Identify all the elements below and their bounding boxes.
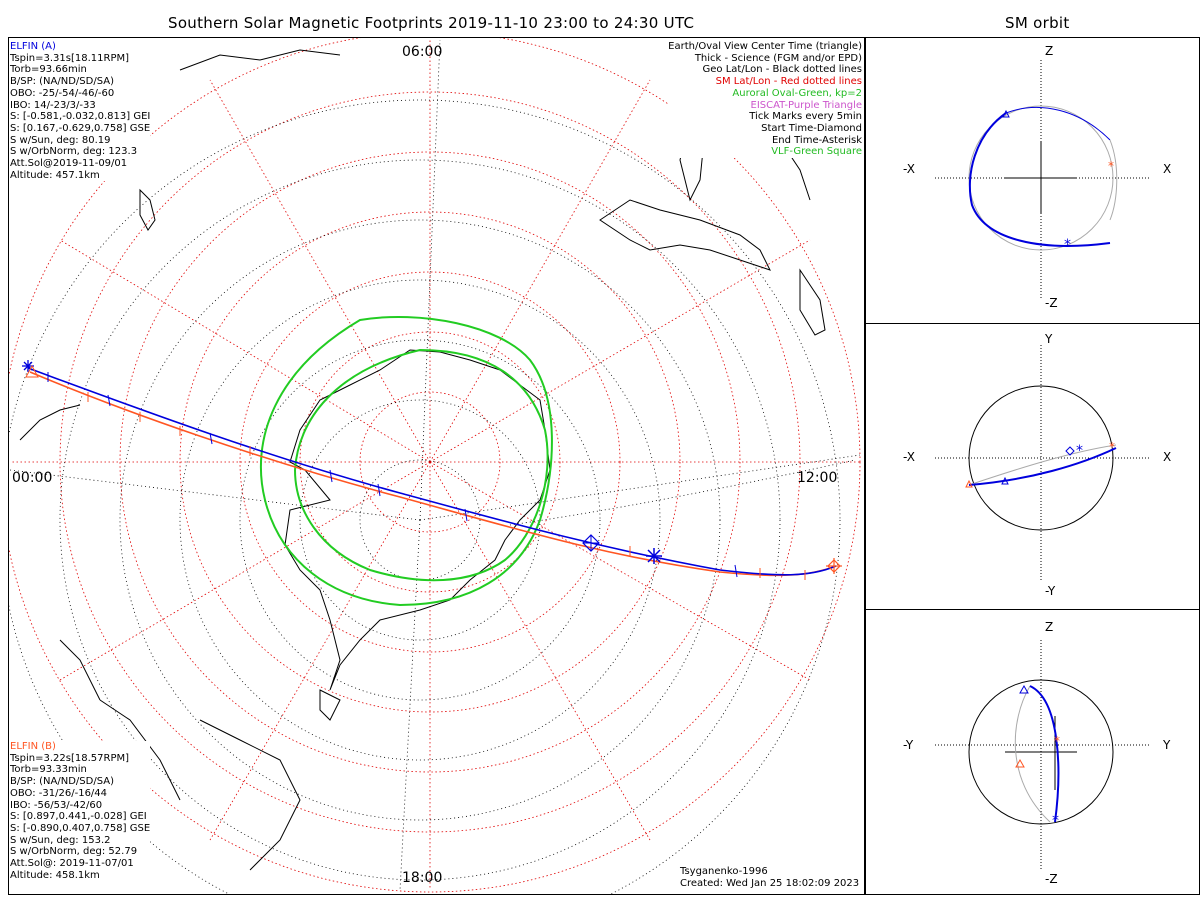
orbit1-top-label: Z: [1045, 44, 1054, 58]
legend-item: Tick Marks every 5min: [749, 111, 862, 123]
legend-item: SM Lat/Lon - Red dotted lines: [715, 76, 862, 88]
elfin-b-track: [29, 371, 837, 577]
map-label-bottom: 18:00: [402, 870, 443, 886]
elfin-a-line: Tspin=3.31s[18.11RPM]: [10, 52, 130, 64]
elfin-a-track: [27, 367, 837, 576]
legend-item: Geo Lat/Lon - Black dotted lines: [702, 64, 862, 76]
elfin-b-info: ELFIN (B) Tspin=3.22s[18.57RPM] Torb=93.…: [10, 741, 151, 882]
svg-text:*: *: [1108, 159, 1114, 173]
elfin-b-line: OBO: -31/26/-16/44: [10, 787, 108, 799]
elfin-b-line: S w/OrbNorm, deg: 52.79: [10, 846, 138, 858]
orbit1-bottom-label: -Z: [1045, 296, 1058, 310]
elfin-b-line: Torb=93.33min: [10, 764, 87, 776]
auroral-oval: [259, 315, 553, 607]
elfin-b-name: ELFIN (B): [10, 741, 56, 752]
elfin-a-name: ELFIN (A): [10, 41, 56, 52]
svg-text:*: *: [1076, 443, 1083, 459]
orbit-yz: * *: [935, 640, 1150, 870]
legend-item: EISCAT-Purple Triangle: [750, 99, 863, 111]
plot-title: Southern Solar Magnetic Footprints 2019-…: [168, 14, 695, 32]
svg-text:*: *: [1109, 440, 1115, 454]
map-label-top: 06:00: [402, 44, 443, 60]
svg-text:*: *: [1054, 734, 1060, 748]
elfin-a-line: Att.Sol@2019-11-09/01: [10, 158, 128, 170]
orbit3-left-label: -Y: [903, 738, 914, 752]
elfin-b-line: S: [0.897,0.441,-0.028] GEI: [10, 811, 147, 823]
elfin-b-end: [826, 558, 842, 574]
orbit3-top-label: Z: [1045, 620, 1054, 634]
sm-longitude-lines: [12, 40, 860, 890]
elfin-b-line: Altitude: 458.1km: [10, 869, 100, 881]
legend-item: End Time-Asterisk: [771, 134, 862, 146]
track-tick-marks: [47, 372, 738, 578]
orbit2-bottom-label: -Y: [1045, 584, 1056, 598]
model-name: Tsyganenko-1996: [680, 866, 768, 877]
orbit2-top-label: Y: [1045, 332, 1053, 346]
orbit1-left-label: -X: [903, 162, 915, 176]
svg-text:*: *: [1064, 237, 1071, 253]
elfin-a-info: ELFIN (A) Tspin=3.31s[18.11RPM] Torb=93.…: [10, 41, 151, 182]
orbit-xy: * *: [935, 345, 1150, 580]
legend-item: VLF-Green Square: [771, 146, 862, 158]
sm-latitude-circles: [9, 38, 861, 893]
elfin-a-line: S w/OrbNorm, deg: 123.3: [10, 146, 138, 158]
orbit3-bottom-label: -Z: [1045, 872, 1058, 886]
svg-text:*: *: [1052, 813, 1059, 829]
elfin-a-line: Altitude: 457.1km: [10, 169, 100, 181]
elfin-a-line: IBO: 14/-23/3/-33: [10, 99, 96, 111]
elfin-b-line: S: [-0.890,0.407,0.758] GSE: [10, 822, 151, 834]
elfin-b-line: Att.Sol@: 2019-11-07/01: [10, 858, 134, 870]
elfin-b-line: B/SP: (NA/ND/SD/SA): [10, 776, 114, 788]
elfin-b-ticks: [87, 392, 806, 580]
elfin-a-line: OBO: -25/-54/-46/-60: [10, 87, 115, 99]
legend: Earth/Oval View Center Time (triangle) T…: [668, 41, 863, 159]
elfin-a-line: Torb=93.66min: [10, 64, 87, 76]
map-label-left: 00:00: [12, 470, 53, 486]
elfin-a-line: B/SP: (NA/ND/SD/SA): [10, 76, 114, 88]
footprint-map-frame: [8, 37, 865, 895]
elfin-a-line: S w/Sun, deg: 80.19: [10, 134, 111, 146]
orbit1-right-label: X: [1163, 162, 1172, 176]
orbit2-right-label: X: [1163, 450, 1172, 464]
created-timestamp: Created: Wed Jan 25 18:02:09 2023: [680, 878, 860, 889]
legend-item: Auroral Oval-Green, kp=2: [732, 87, 862, 99]
legend-item: Start Time-Diamond: [761, 122, 862, 134]
elfin-a-line: S: [-0.581,-0.032,0.813] GEI: [10, 111, 151, 123]
orbit-title: SM orbit: [1005, 14, 1070, 32]
orbit3-right-label: Y: [1163, 738, 1171, 752]
map-label-right: 12:00: [797, 470, 838, 486]
orbit2-left-label: -X: [903, 450, 915, 464]
elfin-b-line: Tspin=3.22s[18.57RPM]: [10, 752, 130, 764]
orbit-xz: * *: [935, 60, 1150, 300]
elfin-b-line: IBO: -56/53/-42/60: [10, 799, 103, 811]
elfin-a-line: S: [0.167,-0.629,0.758] GSE: [10, 122, 151, 134]
elfin-b-line: S w/Sun, deg: 153.2: [10, 834, 111, 846]
end-asterisk: [646, 548, 662, 564]
legend-item: Earth/Oval View Center Time (triangle): [668, 41, 862, 52]
geo-longitude-lines: [9, 39, 861, 891]
elfin-b-triangle: [25, 364, 39, 378]
legend-item: Thick - Science (FGM and/or EPD): [694, 52, 862, 64]
